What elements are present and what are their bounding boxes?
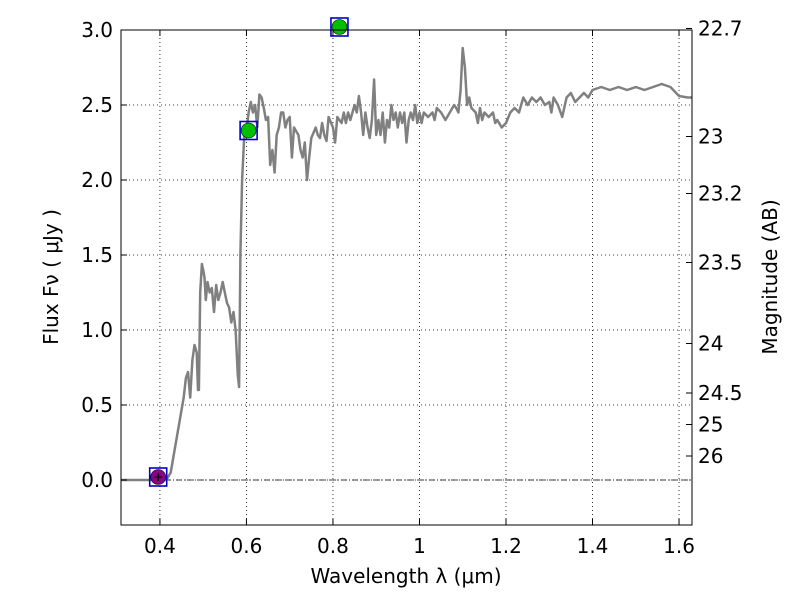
x-tick-label: 1.4 — [577, 534, 609, 558]
y2-tick-label: 25 — [698, 413, 723, 437]
y2-axis-ticks: 22.7 23 23.2 23.5 24 24.5 25 26 — [686, 17, 743, 468]
spectrum-series — [121, 46, 692, 482]
y2-tick-label: 24 — [698, 332, 723, 356]
x-tick-label: 0.4 — [144, 534, 176, 558]
x-tick-label: 0.6 — [231, 534, 263, 558]
photometry-point — [240, 122, 257, 139]
y-tick-label: 2.5 — [81, 93, 113, 117]
y2-tick-label: 23.5 — [698, 251, 743, 275]
x-tick-label: 1.2 — [490, 534, 522, 558]
filter-marker-box — [239, 120, 258, 141]
x-tick-label: 0.8 — [317, 534, 349, 558]
x-tick-label: 1.6 — [663, 534, 695, 558]
filter-marker-box — [330, 17, 349, 37]
y-tick-label: 1.0 — [81, 318, 113, 342]
y-axis-ticks: 0.0 0.5 1.0 1.5 2.0 2.5 3.0 — [81, 18, 127, 492]
filter-marker-box — [148, 467, 168, 487]
x-axis-ticks: 0.4 0.6 0.8 1 1.2 1.4 1.6 — [144, 30, 695, 558]
y2-axis-title: Magnitude (AB) — [758, 199, 782, 354]
y2-tick-label: 23.2 — [698, 182, 743, 206]
photometry-point — [331, 19, 348, 35]
photometry-markers — [148, 17, 349, 487]
y2-tick-label: 26 — [698, 444, 723, 468]
x-axis-title: Wavelength λ (μm) — [310, 564, 501, 588]
x-tick-label: 1 — [413, 534, 426, 558]
y-tick-label: 0.5 — [81, 393, 113, 417]
y-tick-label: 0.0 — [81, 468, 113, 492]
y2-tick-label: 23 — [698, 125, 723, 149]
y-tick-label: 1.5 — [81, 243, 113, 267]
y-tick-label: 3.0 — [81, 18, 113, 42]
grid-lines — [121, 29, 692, 525]
y2-tick-label: 24.5 — [698, 381, 743, 405]
y2-tick-label: 22.7 — [698, 17, 743, 41]
plot-frame — [120, 29, 693, 526]
y-axis-title: Flux Fν ( μJy ) — [39, 209, 63, 345]
plot-background — [121, 30, 692, 525]
y-tick-label: 2.0 — [81, 168, 113, 192]
spectrum-line — [121, 46, 692, 482]
